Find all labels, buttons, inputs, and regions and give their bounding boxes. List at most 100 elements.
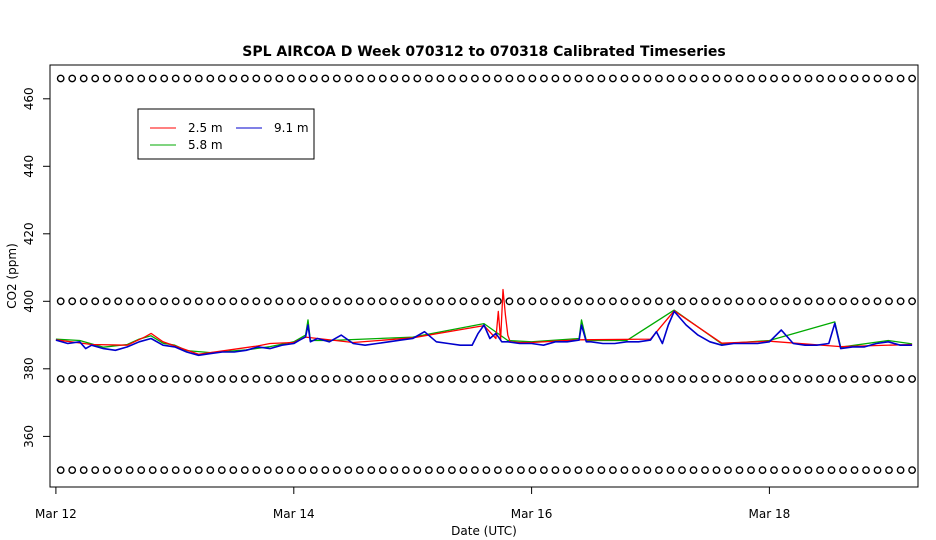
- reference-marker: [804, 74, 813, 83]
- reference-marker: [240, 466, 249, 474]
- reference-marker: [896, 466, 905, 474]
- x-tick-label: Mar 12: [35, 507, 77, 521]
- reference-marker: [574, 74, 583, 83]
- reference-marker: [148, 74, 157, 83]
- reference-marker: [839, 74, 847, 83]
- reference-marker: [68, 74, 77, 83]
- reference-marker: [217, 74, 226, 83]
- reference-marker: [493, 375, 502, 383]
- reference-marker: [827, 74, 836, 83]
- reference-marker: [344, 74, 353, 83]
- reference-marker: [252, 375, 261, 383]
- reference-marker: [79, 297, 88, 306]
- reference-marker: [540, 466, 548, 474]
- reference-marker: [597, 375, 606, 383]
- reference-marker: [424, 466, 433, 474]
- reference-marker: [689, 297, 698, 306]
- reference-marker: [574, 375, 583, 383]
- reference-marker: [862, 466, 870, 474]
- reference-marker: [275, 375, 284, 383]
- legend-label-2-5m: 2.5 m: [188, 121, 223, 135]
- reference-marker: [447, 466, 456, 474]
- reference-marker: [286, 466, 295, 474]
- reference-marker: [68, 375, 77, 383]
- reference-marker: [298, 466, 307, 474]
- reference-marker: [298, 375, 307, 383]
- x-axis: Mar 12 Mar 14 Mar 16 Mar 18: [35, 486, 790, 521]
- reference-marker: [540, 297, 548, 306]
- reference-marker: [114, 375, 123, 383]
- reference-marker: [724, 466, 732, 474]
- reference-marker: [747, 74, 755, 83]
- reference-marker: [355, 466, 364, 474]
- reference-marker: [286, 297, 295, 306]
- reference-marker: [839, 466, 847, 474]
- reference-marker: [332, 297, 341, 306]
- reference-marker: [413, 74, 422, 83]
- reference-marker: [114, 74, 123, 83]
- reference-marker: [712, 466, 721, 474]
- reference-marker: [701, 297, 709, 306]
- reference-marker: [597, 297, 606, 306]
- reference-marker: [643, 74, 652, 83]
- reference-marker: [355, 74, 364, 83]
- reference-markers: [56, 74, 916, 474]
- reference-marker: [862, 375, 870, 383]
- reference-marker: [482, 297, 491, 306]
- reference-marker: [701, 375, 709, 383]
- reference-marker: [194, 375, 203, 383]
- reference-marker: [309, 466, 318, 474]
- reference-marker: [148, 375, 157, 383]
- reference-marker: [678, 74, 686, 83]
- reference-marker: [758, 74, 767, 83]
- reference-marker: [470, 297, 479, 306]
- reference-marker: [678, 297, 686, 306]
- reference-marker: [137, 375, 146, 383]
- reference-marker: [447, 375, 456, 383]
- chart-title: SPL AIRCOA D Week 070312 to 070318 Calib…: [242, 44, 725, 60]
- reference-marker: [885, 297, 893, 306]
- reference-marker: [609, 466, 617, 474]
- reference-marker: [482, 375, 491, 383]
- reference-marker: [194, 74, 203, 83]
- reference-marker: [747, 466, 755, 474]
- reference-marker: [367, 297, 376, 306]
- reference-marker: [862, 297, 870, 306]
- reference-marker: [137, 297, 146, 306]
- y-tick-label: 420: [22, 222, 36, 245]
- reference-marker: [735, 297, 744, 306]
- reference-marker: [286, 74, 295, 83]
- reference-marker: [263, 74, 272, 83]
- reference-marker: [183, 375, 192, 383]
- reference-marker: [873, 297, 882, 306]
- reference-marker: [747, 297, 755, 306]
- reference-marker: [493, 74, 502, 83]
- reference-marker: [482, 466, 491, 474]
- reference-marker: [689, 74, 698, 83]
- reference-marker: [332, 375, 341, 383]
- reference-marker: [56, 74, 65, 83]
- reference-marker: [229, 74, 238, 83]
- legend-label-5-8m: 5.8 m: [188, 138, 223, 152]
- reference-marker: [79, 74, 88, 83]
- reference-marker: [770, 466, 778, 474]
- reference-marker: [493, 297, 502, 306]
- reference-marker: [586, 466, 594, 474]
- reference-marker: [528, 466, 537, 474]
- reference-marker: [56, 297, 65, 306]
- reference-marker: [160, 74, 169, 83]
- reference-marker: [724, 375, 732, 383]
- reference-marker: [517, 297, 525, 306]
- reference-marker: [896, 375, 905, 383]
- reference-marker: [56, 375, 65, 383]
- reference-marker: [643, 297, 652, 306]
- reference-marker: [206, 375, 215, 383]
- reference-marker: [551, 466, 560, 474]
- reference-marker: [551, 297, 560, 306]
- reference-marker: [436, 466, 445, 474]
- reference-marker: [240, 74, 249, 83]
- reference-marker: [873, 466, 882, 474]
- reference-marker: [171, 466, 180, 474]
- reference-marker: [160, 297, 169, 306]
- reference-marker: [309, 74, 318, 83]
